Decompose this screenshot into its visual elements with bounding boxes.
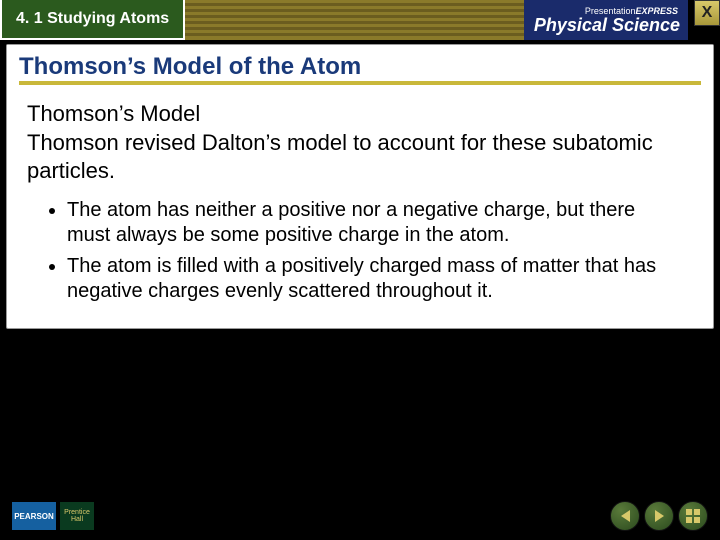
prentice-hall-mark: PrenticeHall	[60, 502, 94, 530]
brand-block: PresentationEXPRESS Physical Science	[524, 0, 688, 40]
slide-panel: Thomson’s Model of the Atom Thomson’s Mo…	[6, 44, 714, 329]
slide-body: Thomson’s Model Thomson revised Dalton’s…	[7, 93, 713, 328]
close-button[interactable]: X	[694, 0, 720, 26]
header-stripe-pattern	[185, 0, 524, 40]
chevron-left-icon	[621, 510, 630, 522]
next-button[interactable]	[644, 501, 674, 531]
chevron-right-icon	[655, 510, 664, 522]
section-tab: 4. 1 Studying Atoms	[0, 0, 185, 40]
grid-button[interactable]	[678, 501, 708, 531]
body-heading: Thomson’s Model	[27, 101, 693, 127]
pearson-mark: PEARSON	[12, 502, 56, 530]
brand-title: Physical Science	[534, 16, 680, 34]
grid-icon	[686, 509, 700, 523]
bullet-list: The atom has neither a positive nor a ne…	[27, 198, 693, 304]
prev-button[interactable]	[610, 501, 640, 531]
footer-bar: PEARSON PrenticeHall	[0, 492, 720, 540]
body-paragraph: Thomson revised Dalton’s model to accoun…	[27, 129, 693, 184]
list-item: The atom has neither a positive nor a ne…	[67, 198, 693, 248]
publisher-logo: PEARSON PrenticeHall	[12, 502, 94, 530]
close-icon: X	[702, 4, 713, 22]
slide-title: Thomson’s Model of the Atom	[19, 53, 701, 81]
section-label: 4. 1 Studying Atoms	[16, 10, 169, 28]
nav-controls	[610, 501, 708, 531]
list-item: The atom is filled with a positively cha…	[67, 254, 693, 304]
header-bar: 4. 1 Studying Atoms PresentationEXPRESS …	[0, 0, 720, 40]
slide-title-box: Thomson’s Model of the Atom	[7, 45, 713, 93]
accent-line	[19, 81, 701, 85]
